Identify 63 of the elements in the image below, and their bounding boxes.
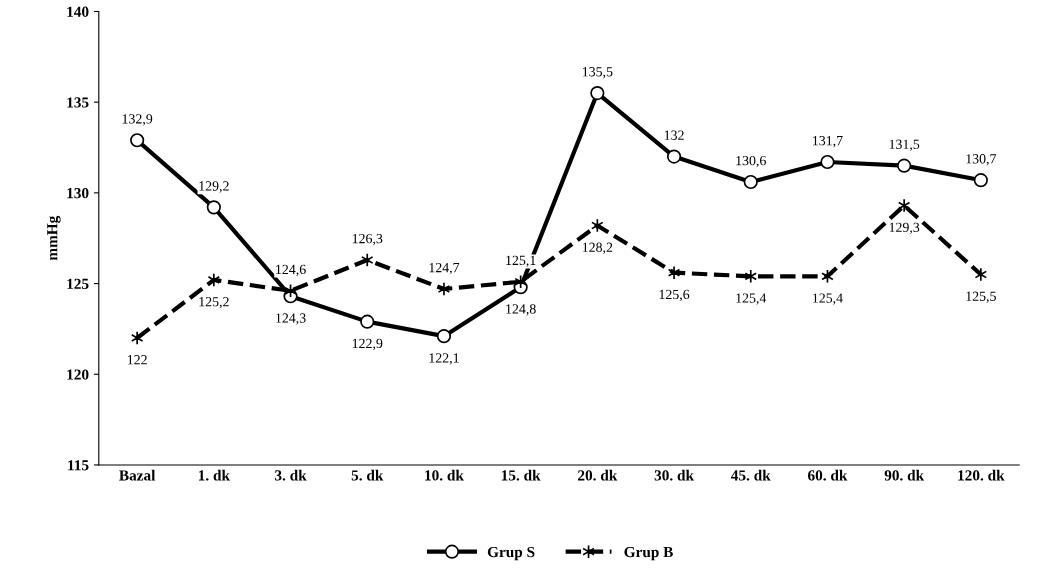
point: [743, 174, 758, 190]
x-tick-label: 3. dk: [274, 469, 307, 481]
x-tick-label: 30. dk: [654, 469, 694, 481]
point: [590, 86, 605, 101]
point: [360, 314, 375, 329]
legend-label: Grup B: [624, 546, 673, 561]
x-tick-label: Bazal: [119, 469, 156, 481]
data-label: 125,4: [813, 293, 843, 305]
x-tick-label: 10. dk: [425, 469, 464, 481]
point: [667, 265, 681, 280]
data-label: 128,2: [582, 242, 613, 254]
data-label: 125,2: [199, 297, 229, 309]
x-tick-label: 90. dk: [884, 469, 925, 481]
legend-label: Grup S: [487, 546, 535, 561]
data-label: 132,9: [122, 114, 153, 126]
data-label: 130,6: [736, 155, 766, 168]
y-tick-label: 115: [68, 460, 89, 471]
data-label: 125,4: [736, 293, 767, 305]
point: [666, 149, 682, 164]
y-tick-label: 130: [67, 188, 89, 199]
y-tick-label: 120: [67, 369, 89, 380]
point: [897, 198, 911, 213]
x-tick-label: 60. dk: [808, 469, 848, 481]
point: [207, 272, 221, 288]
y-axis-title: mmHg: [47, 215, 61, 261]
point: [361, 252, 374, 268]
data-label: 125,1: [506, 255, 536, 268]
data-label: 124,3: [276, 313, 306, 325]
y-tick-label: 140: [67, 6, 89, 17]
point: [820, 154, 835, 170]
data-label: 126,3: [352, 233, 383, 246]
point: [974, 267, 988, 282]
data-label: 125,5: [966, 291, 996, 303]
point: [436, 329, 452, 344]
point: [206, 200, 221, 215]
point: [973, 173, 988, 188]
data-label: 122,9: [352, 338, 383, 351]
data-label: 129,3: [889, 222, 920, 234]
x-tick-label: 1. dk: [198, 469, 230, 481]
data-label: 124,7: [429, 262, 460, 275]
point: [744, 269, 757, 284]
data-label: 129,2: [199, 181, 229, 193]
x-tick-label: 120. dk: [958, 469, 1005, 481]
data-label: 132: [664, 130, 684, 140]
point: [897, 158, 912, 173]
data-label: 131,7: [813, 135, 843, 148]
x-tick-label: 15. dk: [501, 469, 541, 481]
point: [437, 281, 451, 297]
data-label: 124,6: [276, 264, 306, 277]
point: [130, 330, 144, 346]
data-label: 130,7: [966, 154, 997, 166]
x-tick-label: 45. dk: [731, 469, 771, 481]
x-tick-label: 5. dk: [351, 469, 384, 481]
x-tick-label: 20. dk: [578, 469, 618, 481]
point: [130, 133, 145, 148]
data-label: 131,5: [889, 139, 920, 151]
data-label: 125,6: [659, 289, 690, 302]
y-tick-label: 125: [67, 278, 89, 290]
data-label: 122: [127, 355, 147, 365]
data-label: 122,1: [429, 353, 459, 365]
data-label: 124,8: [506, 304, 536, 316]
y-tick-label: 135: [67, 97, 89, 108]
data-label: 135,5: [582, 67, 613, 79]
